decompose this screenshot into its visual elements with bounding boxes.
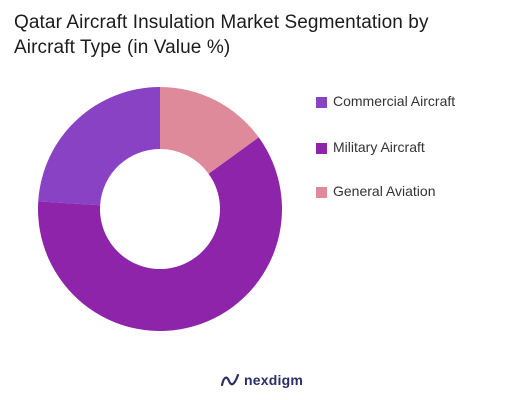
donut-chart: [38, 87, 283, 332]
donut-slice-general-aviation: [160, 87, 259, 174]
legend-swatch-commercial-aircraft: [316, 97, 327, 108]
legend-swatch-general-aviation: [316, 187, 327, 198]
legend-label-general-aviation: General Aviation: [333, 183, 436, 199]
footer: nexdigm: [0, 372, 523, 393]
donut-slice-military-aircraft: [38, 137, 283, 332]
chart-title: Qatar Aircraft Insulation Market Segment…: [14, 10, 514, 60]
nexdigm-logo-icon: [220, 373, 240, 387]
brand-logo: nexdigm: [220, 372, 303, 388]
brand-name: nexdigm: [244, 372, 303, 388]
chart-title-line-1: Qatar Aircraft Insulation Market Segment…: [14, 12, 429, 33]
chart-title-line-2: Aircraft Type (in Value %): [14, 37, 231, 58]
legend-swatch-military-aircraft: [316, 143, 327, 154]
legend-label-military-aircraft: Military Aircraft: [333, 139, 425, 155]
legend-label-commercial-aircraft: Commercial Aircraft: [333, 93, 456, 109]
donut-slice-commercial-aircraft: [38, 87, 160, 206]
